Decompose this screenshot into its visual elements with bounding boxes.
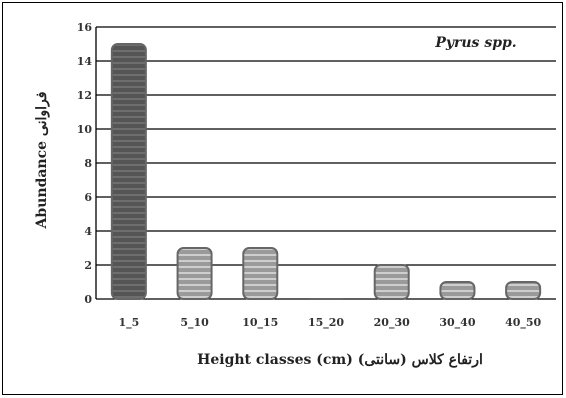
bars: [110, 43, 542, 300]
x-axis-title: Height classes (cm) (ارتفاع کلاس (سانتی: [197, 352, 483, 368]
gridlines: [95, 26, 556, 300]
x-tick-label: 20_30: [374, 316, 410, 330]
bar: [439, 281, 476, 300]
x-tick-label: 1_5: [118, 316, 139, 330]
chart-frame: [2, 2, 563, 395]
y-tick-label: 8: [84, 157, 92, 170]
y-tick-label: 14: [77, 55, 93, 68]
y-tick-label: 2: [84, 259, 92, 272]
x-tick-label: 5_10: [180, 316, 209, 330]
bar: [110, 43, 147, 300]
y-tick-label: 10: [77, 123, 93, 136]
x-tick-label: 10_15: [242, 316, 278, 330]
x-tick-labels: 1_5 5_10 10_15 15_20 20_30 30_40 40_50: [118, 316, 541, 330]
chart-annotation: Pyrus spp.: [434, 35, 516, 51]
bar: [242, 247, 279, 300]
bar: [505, 281, 542, 300]
y-tick-label: 0: [84, 293, 92, 306]
x-tick-label: 30_40: [439, 316, 475, 330]
y-tick-label: 12: [77, 89, 92, 102]
y-tick-label: 6: [84, 191, 92, 204]
bar: [176, 247, 213, 300]
y-axis-title: Abundance فراوانی: [34, 92, 50, 230]
bar: [373, 264, 410, 300]
y-tick-label: 4: [84, 225, 92, 238]
x-tick-label: 15_20: [308, 316, 344, 330]
y-tick-label: 16: [77, 21, 93, 34]
x-tick-label: 40_50: [505, 316, 541, 330]
y-tick-labels: 0 2 4 6 8 10 12 14 16: [77, 21, 93, 306]
